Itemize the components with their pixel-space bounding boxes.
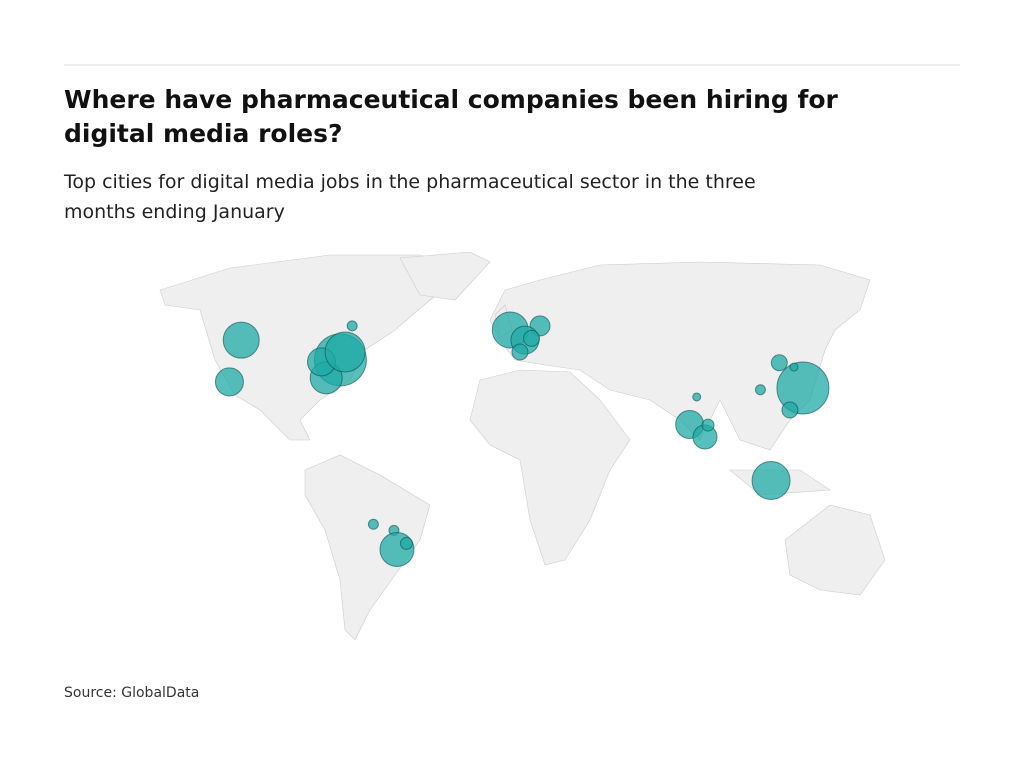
eurasia — [489, 261, 871, 451]
greenland — [399, 251, 491, 301]
city-bubble — [751, 460, 791, 500]
city-bubble — [399, 536, 413, 550]
city-bubble — [781, 401, 799, 419]
city-bubble — [214, 367, 244, 397]
title-line: Where have pharmaceutical companies been… — [64, 85, 839, 114]
city-bubble — [770, 354, 788, 372]
city-bubble — [324, 331, 366, 373]
city-bubble — [789, 362, 799, 372]
south-america — [304, 454, 431, 641]
city-bubble — [754, 384, 766, 396]
city-bubble — [776, 361, 830, 415]
city-bubble — [511, 343, 529, 361]
city-bubble — [523, 329, 541, 347]
australia — [784, 504, 886, 596]
city-bubble — [346, 320, 358, 332]
title-line: digital media roles? — [64, 119, 342, 148]
subtitle-line: Top cities for digital media jobs in the… — [63, 171, 756, 193]
city-bubbles — [214, 311, 830, 567]
city-bubble — [367, 518, 379, 530]
city-bubble — [222, 321, 260, 359]
world-map — [159, 251, 886, 641]
city-bubble — [692, 392, 702, 402]
africa — [469, 369, 631, 566]
subtitle-line: months ending January — [64, 201, 285, 223]
city-bubble — [701, 418, 715, 432]
source: Source: GlobalData — [64, 685, 199, 701]
